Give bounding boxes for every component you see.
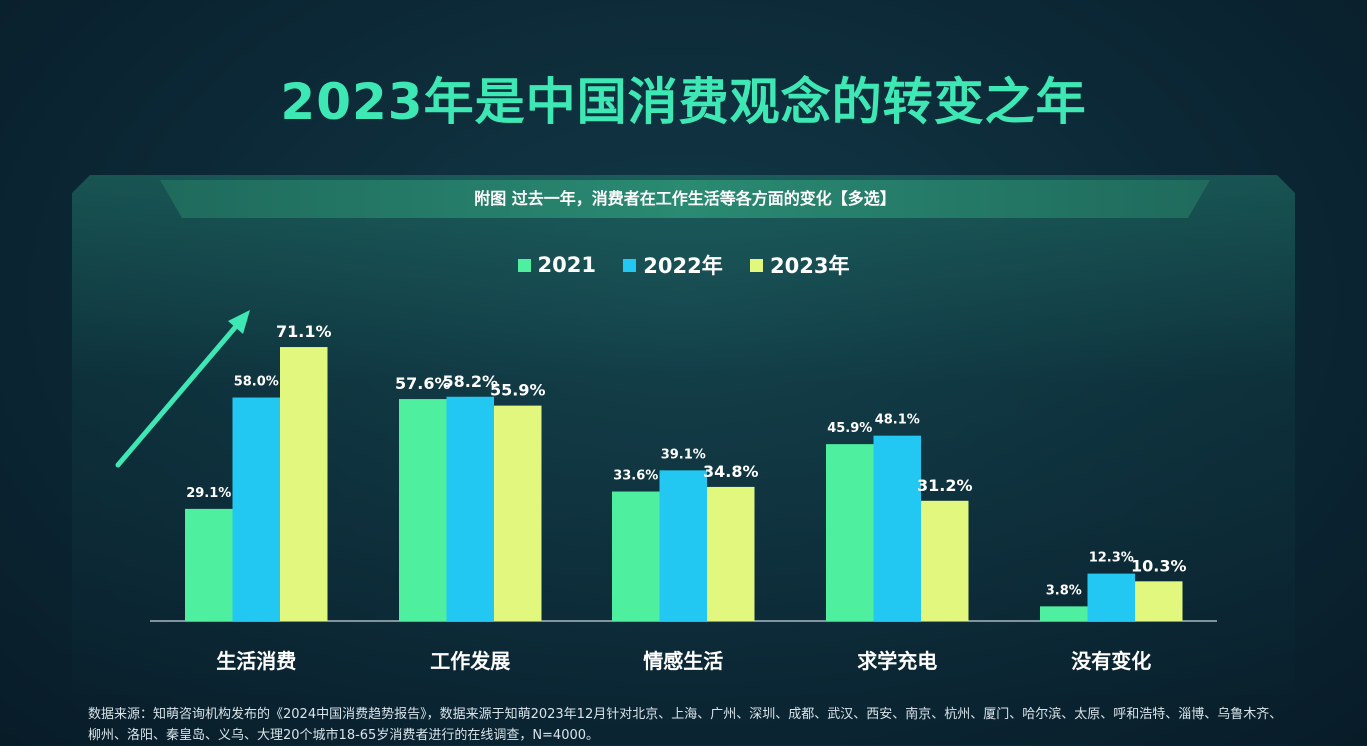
category-label: 求学充电 [857, 649, 937, 673]
bar [612, 491, 660, 621]
legend-item-2021: 2021 [517, 253, 596, 277]
data-label: 58.2% [442, 372, 498, 391]
legend-swatch [750, 258, 764, 272]
trend-arrow-head-icon [228, 310, 250, 334]
bar [494, 405, 542, 621]
data-label: 29.1% [186, 486, 231, 501]
data-label: 39.1% [661, 447, 706, 462]
category-label: 没有变化 [1071, 649, 1151, 673]
data-label: 3.8% [1046, 583, 1082, 598]
trend-arrow-shaft [115, 321, 241, 468]
legend-swatch [517, 258, 531, 272]
bar [707, 486, 755, 621]
bar [1040, 606, 1088, 621]
bar [446, 396, 494, 621]
bar [232, 397, 280, 621]
chart-subtitle: 附图 过去一年，消费者在工作生活等各方面的变化【多选】 [160, 180, 1210, 218]
data-label: 12.3% [1089, 551, 1134, 566]
category-label: 情感生活 [643, 649, 723, 673]
bar [1135, 581, 1183, 621]
bar [873, 435, 921, 621]
bar [399, 399, 447, 621]
bar [280, 347, 328, 621]
legend: 2021 2022年 2023年 [0, 250, 1367, 280]
bar [185, 508, 233, 621]
data-label: 10.3% [1131, 556, 1187, 575]
legend-item-2023: 2023年 [750, 250, 849, 280]
data-label: 31.2% [917, 476, 973, 495]
legend-label: 2021 [537, 253, 596, 277]
data-label: 34.8% [703, 462, 759, 481]
bar [1087, 573, 1135, 621]
legend-label: 2022年 [643, 254, 723, 278]
data-label: 58.0% [234, 375, 279, 390]
data-label: 55.9% [490, 381, 546, 400]
category-label: 工作发展 [430, 649, 510, 673]
bar [659, 470, 707, 621]
source-note: 数据来源：知萌咨询机构发布的《2024中国消费趋势报告》，数据来源于知萌2023… [88, 707, 1283, 743]
data-label: 57.6% [395, 374, 451, 393]
bar [921, 500, 969, 621]
data-label: 71.1% [276, 322, 332, 341]
data-label: 33.6% [613, 469, 658, 484]
legend-item-2022: 2022年 [623, 250, 723, 280]
legend-label: 2023年 [770, 254, 850, 278]
data-label: 45.9% [827, 421, 872, 436]
category-label: 生活消费 [216, 649, 296, 673]
legend-swatch [623, 258, 637, 272]
bar [826, 444, 874, 621]
page-title: 2023年是中国消费观念的转变之年 [280, 73, 1087, 131]
data-label: 48.1% [875, 413, 920, 428]
